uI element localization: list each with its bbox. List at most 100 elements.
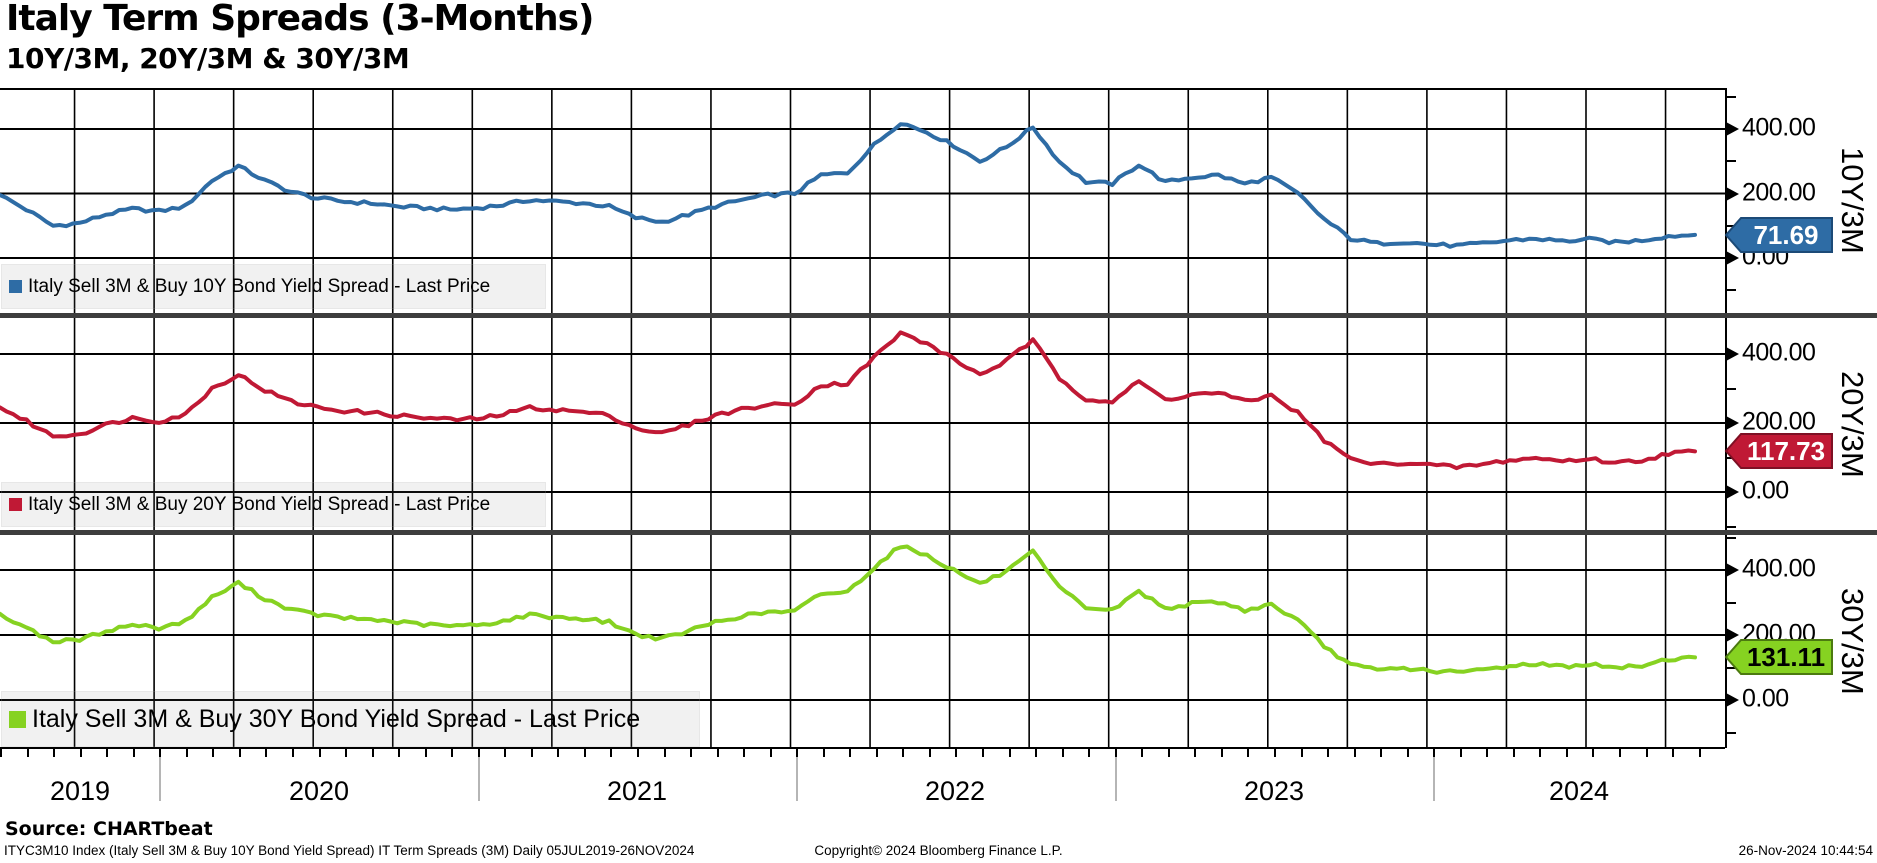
x-axis-month-tick [1220, 749, 1223, 757]
x-axis-month-tick [1247, 749, 1250, 757]
x-axis-month-tick [1088, 749, 1091, 757]
x-axis-month-tick [743, 749, 746, 757]
legend-label-10y3m: Italy Sell 3M & Buy 10Y Bond Yield Sprea… [28, 275, 491, 297]
y-axis-tick-arrow [1726, 485, 1739, 499]
y-axis-minor-tick [1727, 224, 1736, 227]
footer-security-description: ITYC3M10 Index (Italy Sell 3M & Buy 10Y … [4, 843, 695, 858]
x-axis-month-tick [1380, 749, 1383, 757]
x-axis-month-tick [1618, 749, 1621, 757]
x-axis-month-tick [1061, 749, 1064, 757]
x-axis-month-tick [796, 749, 799, 757]
x-axis-month-tick [451, 749, 454, 757]
x-axis-year-label: 2019 [49, 776, 111, 806]
legend-30y3m[interactable]: Italy Sell 3M & Buy 30Y Bond Yield Sprea… [2, 692, 699, 746]
svg-text:131.11: 131.11 [1747, 642, 1825, 672]
x-axis-month-tick [1459, 749, 1462, 757]
y-axis-minor-tick [1727, 525, 1736, 528]
y-axis-tick-arrow [1726, 251, 1739, 265]
x-axis-month-tick [1512, 749, 1515, 757]
panel-20y3m: 400.00 200.00 0.00 117.73 20Y/3M [0, 318, 1877, 530]
x-axis-year-separator [796, 755, 798, 801]
x-axis-month-tick [1141, 749, 1144, 757]
legend-10y3m[interactable]: Italy Sell 3M & Buy 10Y Bond Yield Sprea… [2, 265, 545, 308]
x-axis-month-tick [849, 749, 852, 757]
panel-axis-title-20y3m: 20Y/3M [1835, 370, 1870, 478]
x-axis-month-tick [769, 749, 772, 757]
x-axis-month-tick [1008, 749, 1011, 757]
x-axis-month-tick [690, 749, 692, 757]
x-axis-month-tick [424, 749, 427, 757]
plot-area-30y3m[interactable] [0, 535, 1725, 748]
x-axis-year-label: 2023 [1243, 776, 1305, 806]
x-axis-month-tick [902, 749, 905, 757]
source-label: Source: CHARTbeat [5, 818, 213, 840]
x-axis-month-tick [1486, 749, 1489, 757]
x-axis-month-tick [265, 749, 268, 757]
series-line-20y3m [0, 330, 1697, 471]
y-axis-tick-label: 200.00 [1742, 407, 1816, 436]
y-axis-minor-tick [1727, 289, 1736, 292]
x-axis-month-tick [238, 749, 241, 757]
legend-swatch-20y3m [9, 498, 22, 511]
x-axis-month-tick [1273, 749, 1276, 757]
x-axis-month-tick [477, 749, 480, 757]
x-axis-year-label: 2021 [606, 776, 668, 806]
x-axis-month-tick [530, 749, 533, 757]
y-axis-tick-arrow [1726, 186, 1739, 201]
x-axis-month-tick [132, 749, 135, 757]
y-axis-minor-tick [1727, 601, 1736, 604]
plot-area-20y3m[interactable] [0, 318, 1725, 530]
x-axis-month-tick [1592, 749, 1595, 757]
legend-swatch-30y3m [9, 710, 26, 728]
x-axis-month-tick [716, 749, 719, 757]
x-axis-month-tick [185, 749, 188, 757]
footer-copyright: Copyright© 2024 Bloomberg Finance L.P. [814, 843, 1063, 858]
x-axis-month-tick [1035, 749, 1038, 757]
legend-label-20y3m: Italy Sell 3M & Buy 20Y Bond Yield Sprea… [28, 493, 491, 515]
y-axis-tick-label: 0.00 [1742, 476, 1789, 505]
x-axis-month-tick [1194, 749, 1197, 757]
x-axis-month-tick [398, 749, 401, 757]
y-axis-tick-arrow [1726, 122, 1739, 136]
x-axis-month-tick [371, 749, 374, 757]
x-axis-month-tick [583, 749, 586, 757]
plot-area-10y3m[interactable] [0, 88, 1725, 313]
panel-divider[interactable] [0, 313, 1877, 318]
x-axis-month-tick [212, 749, 215, 757]
x-axis-month-tick [1167, 749, 1170, 757]
y-axis-tick-label: 0.00 [1742, 684, 1789, 713]
y-axis-tick-arrow [1726, 563, 1739, 577]
x-axis-month-tick [663, 749, 666, 757]
x-axis-month-tick [53, 749, 56, 757]
panel-10y3m: 400.00 200.00 0.00 71.69 10Y/3M [0, 88, 1877, 313]
panel-divider[interactable] [0, 530, 1877, 535]
x-axis-year-separator [1433, 755, 1435, 801]
legend-20y3m[interactable]: Italy Sell 3M & Buy 20Y Bond Yield Sprea… [2, 483, 545, 526]
svg-text:71.69: 71.69 [1753, 220, 1818, 250]
panel-axis-title-10y3m: 10Y/3M [1835, 147, 1870, 254]
x-axis-month-tick [1300, 749, 1303, 757]
page-subtitle: 10Y/3M, 20Y/3M & 30Y/3M [6, 42, 410, 75]
x-axis-month-tick [26, 749, 29, 757]
panel-30y3m: 400.00 200.00 0.00 131.11 30Y/3M [0, 535, 1877, 748]
y-axis-tick-label: 200.00 [1742, 177, 1816, 206]
x-axis-line [0, 747, 1725, 749]
plot-top-border [0, 88, 1725, 90]
x-axis-month-tick [1353, 749, 1356, 757]
x-axis-month-tick [955, 749, 958, 757]
x-axis-month-tick [1433, 749, 1436, 757]
x-axis-month-tick [928, 749, 931, 757]
y-axis-minor-tick [1727, 731, 1736, 734]
page-title: Italy Term Spreads (3-Months) [6, 0, 594, 39]
x-axis-month-tick [291, 749, 294, 757]
x-axis-year-separator [1115, 755, 1117, 801]
x-axis-year-separator [478, 755, 480, 801]
x-axis-month-tick [1539, 749, 1542, 757]
x-axis-month-tick [982, 749, 984, 757]
series-line-10y3m [0, 122, 1697, 249]
y-axis-tick-arrow [1726, 628, 1739, 642]
footer-timestamp: 26-Nov-2024 10:44:54 [1738, 843, 1873, 858]
x-axis-year-label: 2022 [924, 776, 986, 806]
x-axis-month-tick [1698, 749, 1701, 757]
